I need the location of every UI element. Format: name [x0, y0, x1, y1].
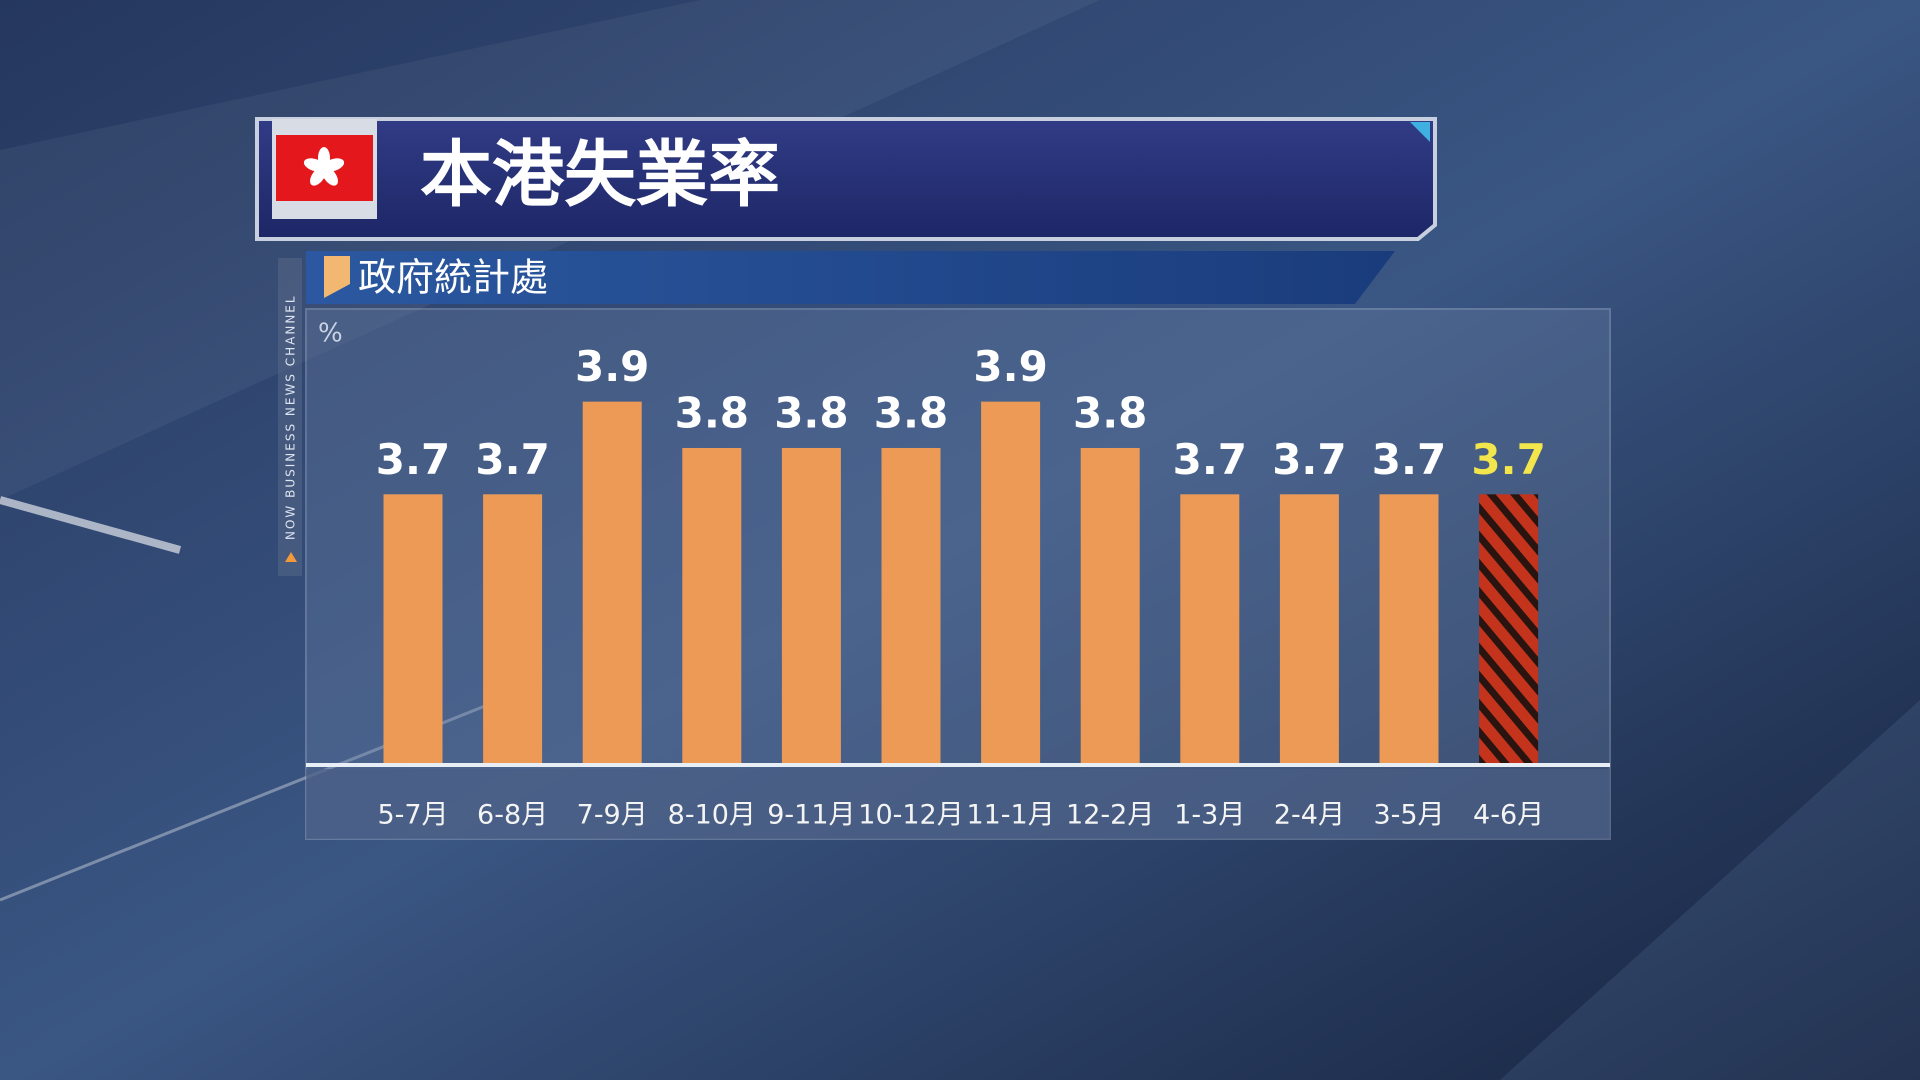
x-tick-label: 12-2月 [1066, 800, 1154, 831]
subtitle-marker [324, 256, 350, 298]
bar [1379, 494, 1439, 763]
chart-title: 本港失業率 [420, 133, 780, 217]
unit-label: % [318, 319, 343, 349]
bar [483, 494, 543, 763]
value-label: 3.7 [475, 435, 549, 484]
channel-tag: NOW BUSINESS NEWS CHANNEL [284, 294, 298, 540]
value-label: 3.7 [1173, 435, 1247, 484]
value-label: 3.8 [675, 388, 749, 437]
value-label: 3.9 [575, 342, 649, 391]
bar [1279, 494, 1339, 763]
x-tick-label: 11-1月 [966, 800, 1054, 831]
x-tick-label: 3-5月 [1373, 800, 1444, 831]
value-label: 3.8 [1073, 388, 1147, 437]
decoration [0, 496, 182, 554]
tag-marker [285, 552, 297, 562]
bauhinia [303, 147, 345, 186]
value-label: 3.9 [973, 342, 1047, 391]
bar [1080, 447, 1140, 763]
value-label: 3.7 [376, 435, 450, 484]
bar [1180, 494, 1240, 763]
bar [582, 401, 642, 763]
bar [682, 447, 742, 763]
subtitle-bar [306, 251, 1395, 304]
value-label: 3.8 [874, 388, 948, 437]
bar [881, 447, 941, 763]
decoration [1500, 700, 1920, 1080]
value-label: 3.8 [774, 388, 848, 437]
bar [383, 494, 443, 763]
tag-strip [278, 258, 302, 576]
decoration [1410, 122, 1430, 142]
x-tick-label: 4-6月 [1473, 800, 1544, 831]
x-tick-label: 7-9月 [577, 800, 648, 831]
subtitle: 政府統計處 [358, 256, 548, 300]
value-label: 3.7 [1372, 435, 1446, 484]
x-tick-label: 2-4月 [1274, 800, 1345, 831]
bar [981, 401, 1041, 763]
x-tick-label: 6-8月 [477, 800, 548, 831]
value-label: 3.7 [1272, 435, 1346, 484]
bar [1479, 494, 1539, 763]
title-bar [255, 117, 1437, 241]
value-label: 3.7 [1471, 435, 1545, 484]
x-tick-label: 10-12月 [858, 800, 963, 831]
x-tick-label: 5-7月 [377, 800, 448, 831]
category-band [306, 769, 1610, 839]
x-tick-label: 8-10月 [668, 800, 756, 831]
bar [781, 447, 841, 763]
x-tick-label: 9-11月 [767, 800, 855, 831]
x-tick-label: 1-3月 [1174, 800, 1245, 831]
